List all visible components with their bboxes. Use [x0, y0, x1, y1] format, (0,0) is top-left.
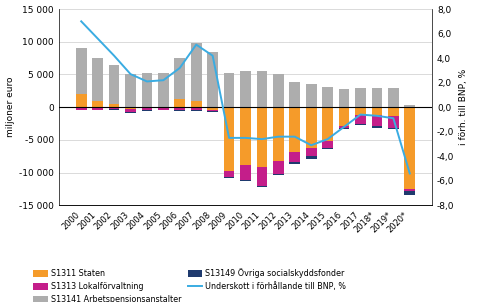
Bar — [76, 107, 86, 110]
Bar — [322, 107, 333, 141]
Bar — [290, 107, 300, 152]
Bar — [405, 107, 415, 189]
Y-axis label: miljoner euro: miljoner euro — [6, 77, 15, 137]
Bar — [306, 107, 317, 148]
Bar — [207, 52, 218, 107]
Bar — [224, 177, 234, 178]
Bar — [158, 107, 169, 110]
Bar — [92, 58, 103, 101]
Bar — [141, 110, 152, 111]
Bar — [174, 110, 185, 111]
Bar — [273, 161, 284, 174]
Bar — [257, 167, 267, 186]
Bar — [257, 186, 267, 187]
Bar — [240, 180, 251, 182]
Bar — [92, 110, 103, 111]
Bar — [125, 112, 136, 114]
Bar — [125, 75, 136, 107]
Bar — [92, 101, 103, 107]
Bar — [257, 71, 267, 107]
Bar — [405, 105, 415, 107]
Bar — [355, 88, 366, 107]
Bar — [388, 88, 399, 107]
Bar — [207, 107, 218, 110]
Bar — [76, 94, 86, 107]
Y-axis label: i förh. till BNP, %: i förh. till BNP, % — [459, 69, 467, 145]
Bar — [191, 43, 201, 101]
Bar — [339, 126, 350, 128]
Bar — [92, 107, 103, 110]
Bar — [109, 104, 119, 107]
Bar — [240, 71, 251, 107]
Bar — [388, 128, 399, 129]
Bar — [290, 152, 300, 162]
Bar — [240, 165, 251, 180]
Bar — [273, 75, 284, 107]
Bar — [372, 88, 382, 107]
Bar — [240, 107, 251, 165]
Bar — [290, 82, 300, 107]
Bar — [141, 107, 152, 108]
Bar — [372, 115, 382, 126]
Bar — [388, 107, 399, 116]
Bar — [174, 99, 185, 107]
Bar — [372, 126, 382, 128]
Bar — [405, 189, 415, 191]
Bar — [339, 107, 350, 126]
Bar — [158, 72, 169, 107]
Bar — [388, 116, 399, 128]
Bar — [76, 110, 86, 111]
Bar — [306, 156, 317, 159]
Bar — [306, 84, 317, 107]
Bar — [355, 107, 366, 115]
Bar — [109, 65, 119, 104]
Bar — [174, 58, 185, 99]
Bar — [207, 110, 218, 111]
Bar — [125, 107, 136, 108]
Bar — [273, 107, 284, 161]
Bar — [158, 110, 169, 111]
Bar — [224, 107, 234, 171]
Bar — [306, 148, 317, 156]
Bar — [257, 107, 267, 167]
Bar — [191, 101, 201, 107]
Bar — [405, 191, 415, 195]
Bar — [76, 48, 86, 94]
Bar — [191, 110, 201, 111]
Bar — [191, 107, 201, 110]
Legend: S1311 Staten, S1313 Lokalförvaltning, S13141 Arbetspensionsanstalter, S13149 Övr: S1311 Staten, S1313 Lokalförvaltning, S1… — [33, 268, 347, 302]
Bar — [224, 73, 234, 107]
Bar — [224, 171, 234, 177]
Bar — [290, 162, 300, 164]
Bar — [372, 107, 382, 115]
Bar — [322, 87, 333, 107]
Bar — [125, 108, 136, 112]
Bar — [109, 109, 119, 110]
Bar — [339, 89, 350, 107]
Bar — [355, 115, 366, 124]
Bar — [141, 73, 152, 107]
Bar — [174, 107, 185, 110]
Bar — [355, 124, 366, 125]
Bar — [207, 111, 218, 112]
Bar — [109, 107, 119, 109]
Bar — [322, 148, 333, 149]
Bar — [141, 108, 152, 110]
Bar — [322, 141, 333, 148]
Bar — [273, 174, 284, 175]
Bar — [339, 128, 350, 129]
